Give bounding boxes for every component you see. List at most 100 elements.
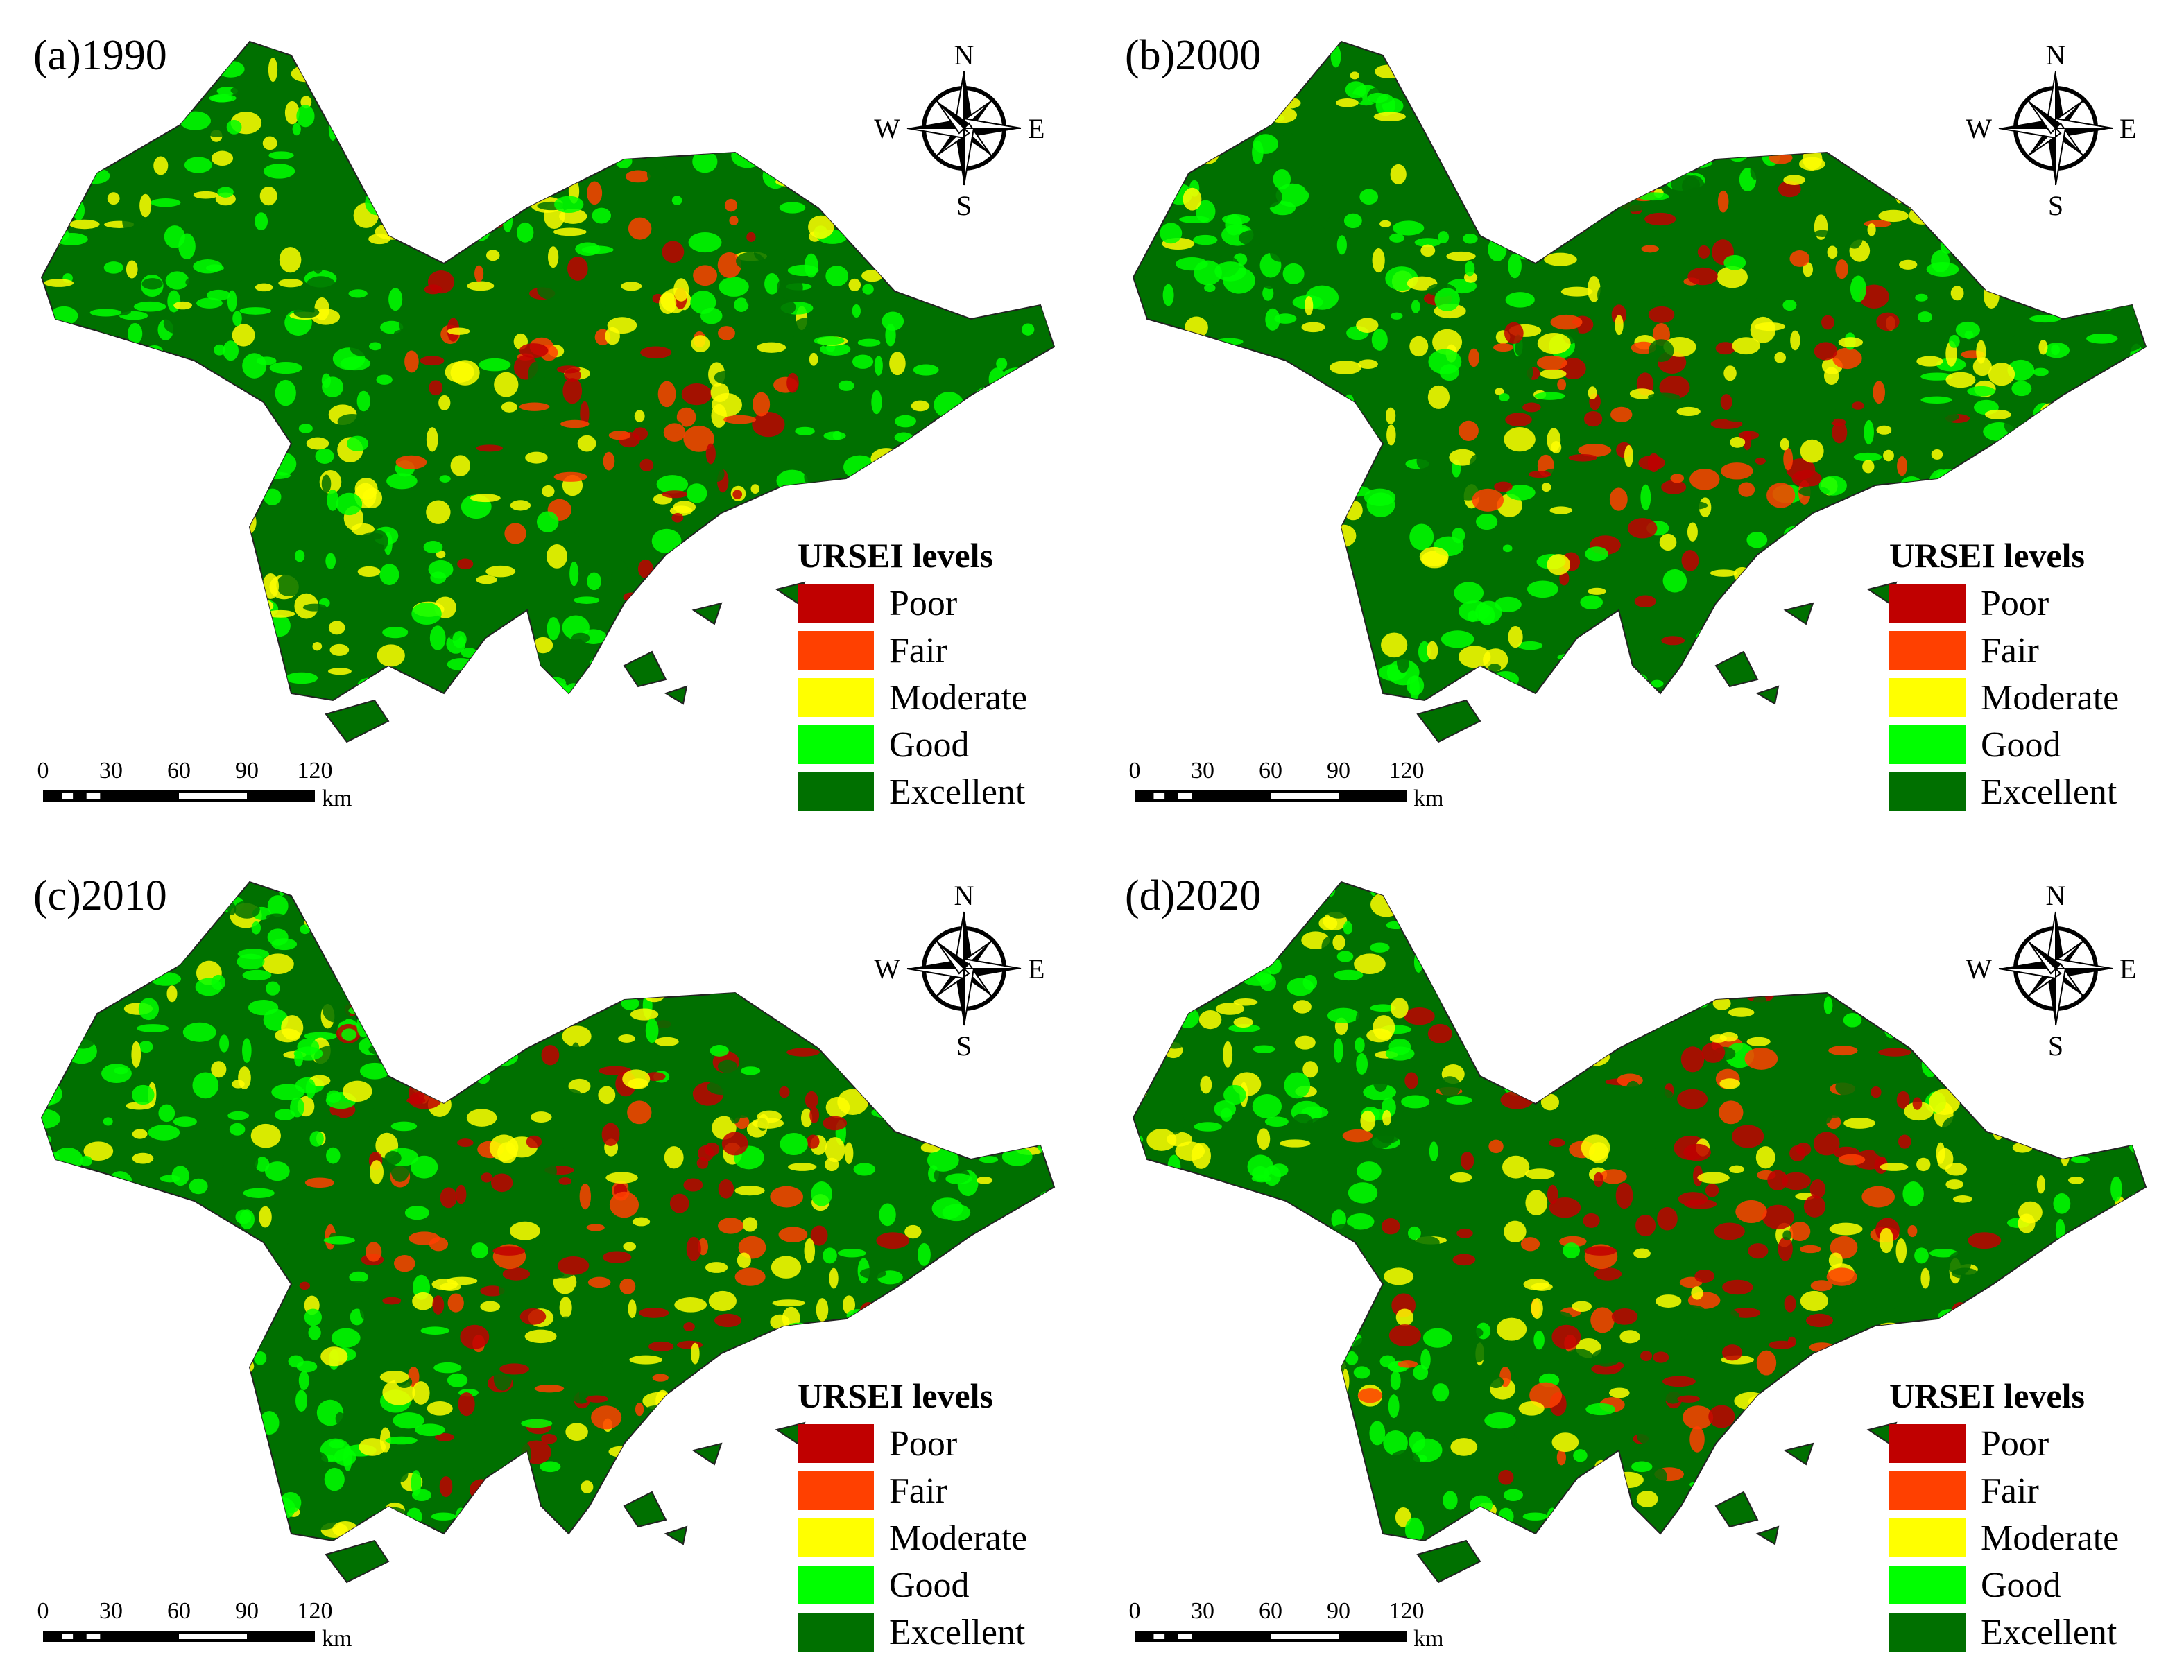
ecology-patch <box>913 86 931 103</box>
ecology-patch <box>499 1363 530 1375</box>
ecology-patch <box>291 65 321 83</box>
ecology-patch <box>1278 1487 1289 1500</box>
ecology-patch <box>329 643 350 656</box>
ecology-patch <box>1952 1053 1967 1077</box>
compass-rose <box>906 71 1022 186</box>
ecology-patch <box>1984 254 2013 273</box>
ecology-patch <box>988 1423 1015 1435</box>
ecology-patch <box>1345 1351 1359 1365</box>
compass-point <box>936 101 965 135</box>
ecology-patch <box>1499 1282 1515 1308</box>
ecology-patch <box>91 1218 119 1236</box>
ecology-patch <box>239 1498 273 1509</box>
ecology-patch <box>1308 224 1327 247</box>
ecology-patch <box>1823 367 1839 386</box>
ecology-patch <box>341 1028 356 1041</box>
ecology-patch <box>2103 530 2117 538</box>
ecology-patch <box>64 1432 74 1444</box>
ecology-patch <box>173 1116 197 1127</box>
ecology-patch <box>632 953 655 966</box>
ecology-patch <box>203 1475 217 1502</box>
ecology-patch <box>746 882 759 896</box>
ecology-patch <box>1277 560 1287 569</box>
ecology-patch <box>2124 1123 2146 1142</box>
ecology-patch <box>1377 570 1407 589</box>
compass-n: N <box>2046 40 2066 71</box>
ecology-patch <box>746 1359 775 1367</box>
ecology-patch <box>2071 1460 2097 1483</box>
ecology-patch <box>835 980 850 995</box>
ecology-patch <box>481 92 508 106</box>
ecology-patch <box>135 113 156 130</box>
ecology-patch <box>1187 640 1198 666</box>
ecology-patch <box>1710 933 1733 944</box>
ecology-patch <box>602 675 618 697</box>
ecology-patch <box>1255 1268 1287 1283</box>
ecology-patch <box>1404 1072 1418 1089</box>
ecology-patch <box>1835 1077 1868 1098</box>
ecology-patch <box>42 1414 52 1432</box>
ecology-patch <box>1207 1503 1226 1519</box>
legend-swatch <box>1889 1424 1966 1463</box>
ecology-patch <box>1601 927 1610 947</box>
ecology-patch <box>1275 906 1302 916</box>
ecology-patch <box>778 76 789 87</box>
ecology-patch <box>119 79 141 94</box>
ecology-patch <box>393 329 422 339</box>
ecology-patch <box>447 1373 468 1387</box>
ecology-patch <box>356 65 381 78</box>
ecology-patch <box>827 117 839 138</box>
ecology-patch <box>138 998 160 1021</box>
ecology-patch <box>777 42 790 49</box>
ecology-patch <box>1898 1134 1911 1149</box>
ecology-patch <box>395 680 410 699</box>
ecology-patch <box>516 222 534 243</box>
ecology-patch <box>1434 58 1459 70</box>
ecology-patch <box>793 960 825 973</box>
ecology-patch <box>1275 54 1287 75</box>
ecology-patch <box>420 1326 450 1335</box>
ecology-patch <box>214 1301 246 1315</box>
ecology-patch <box>212 1322 225 1339</box>
ecology-patch <box>173 301 193 310</box>
ecology-patch <box>1293 1304 1320 1317</box>
ecology-patch <box>816 1298 829 1322</box>
ecology-patch <box>1145 96 1168 105</box>
ecology-patch <box>580 401 590 426</box>
ecology-patch <box>1714 67 1736 94</box>
ecology-patch <box>390 1121 418 1132</box>
ecology-patch <box>1390 312 1403 320</box>
ecology-patch <box>1327 470 1339 483</box>
ecology-patch <box>307 1509 341 1530</box>
ecology-patch <box>1416 451 1432 470</box>
ecology-patch <box>578 42 587 55</box>
ecology-patch <box>2020 1290 2054 1305</box>
ecology-patch <box>723 1526 740 1541</box>
ecology-patch <box>1197 144 1219 164</box>
island <box>1416 1539 1481 1584</box>
ecology-patch <box>964 1464 979 1475</box>
ecology-patch <box>407 85 420 103</box>
ecology-patch <box>229 1123 246 1136</box>
ecology-patch <box>2017 281 2036 293</box>
ecology-patch <box>1880 338 1903 363</box>
ecology-patch <box>2118 1250 2146 1276</box>
ecology-patch <box>1983 282 2000 309</box>
ecology-patch <box>958 478 988 489</box>
ecology-patch <box>126 260 138 279</box>
island <box>1416 699 1481 743</box>
ecology-patch <box>1880 523 1897 537</box>
ecology-patch <box>1809 1342 1834 1353</box>
ecology-patch <box>1893 42 1908 61</box>
ecology-patch <box>86 684 96 698</box>
ecology-patch <box>275 379 296 406</box>
ecology-patch <box>2127 1026 2137 1043</box>
ecology-patch <box>1445 886 1457 910</box>
ecology-patch <box>359 242 373 253</box>
ecology-patch <box>1183 1216 1196 1233</box>
legend-swatch <box>1889 1566 1966 1604</box>
ecology-patch <box>1488 1139 1504 1154</box>
ecology-patch <box>592 86 614 103</box>
ecology-patch <box>711 104 728 123</box>
ecology-patch <box>140 1401 156 1418</box>
